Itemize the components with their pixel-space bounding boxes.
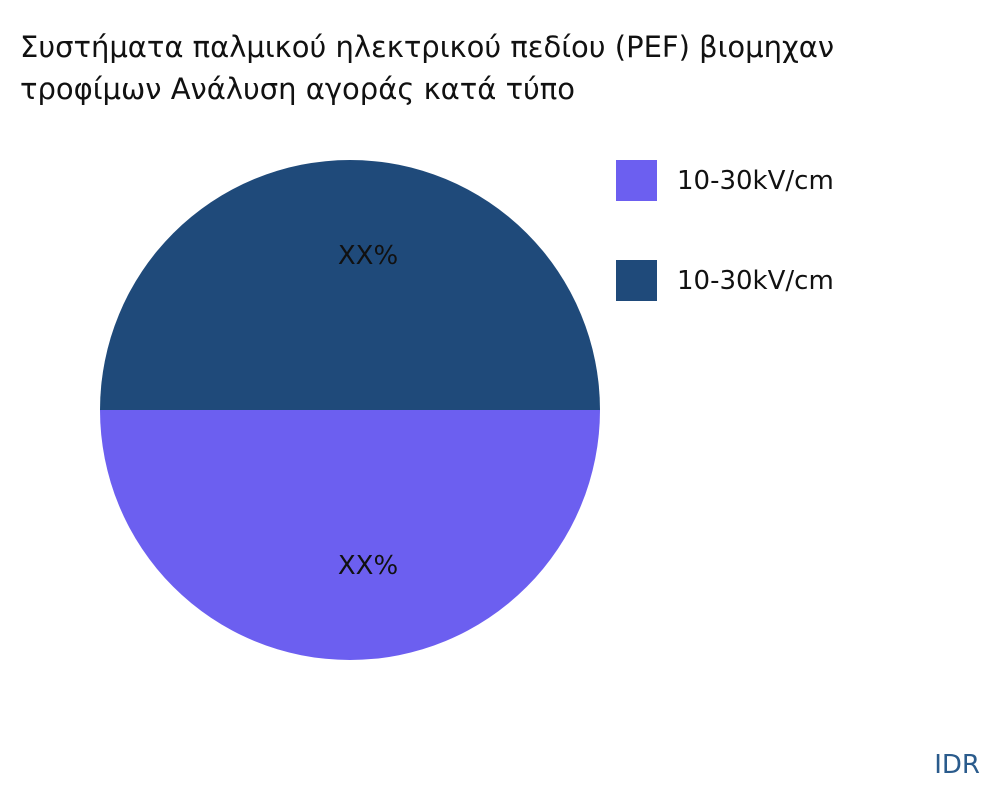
legend-label: 10-30kV/cm [677,165,834,196]
pie-slice [100,160,600,410]
slice-data-label: XX% [338,241,398,271]
brand-logo: IDR [934,750,980,780]
legend-label: 10-30kV/cm [677,265,834,296]
slice-data-label: XX% [338,551,398,581]
chart-title-line-2: τροφίμων Ανάλυση αγοράς κατά τύπο [20,72,576,106]
chart-title-line-1: Συστήματα παλμικού ηλεκτρικού πεδίου (PE… [20,30,835,64]
chart-title: Συστήματα παλμικού ηλεκτρικού πεδίου (PE… [20,26,1000,110]
legend-item: 10-30kV/cm [616,260,834,301]
legend-swatch [616,160,657,201]
legend-item: 10-30kV/cm [616,160,834,201]
legend-swatch [616,260,657,301]
pie-slice [100,410,600,660]
